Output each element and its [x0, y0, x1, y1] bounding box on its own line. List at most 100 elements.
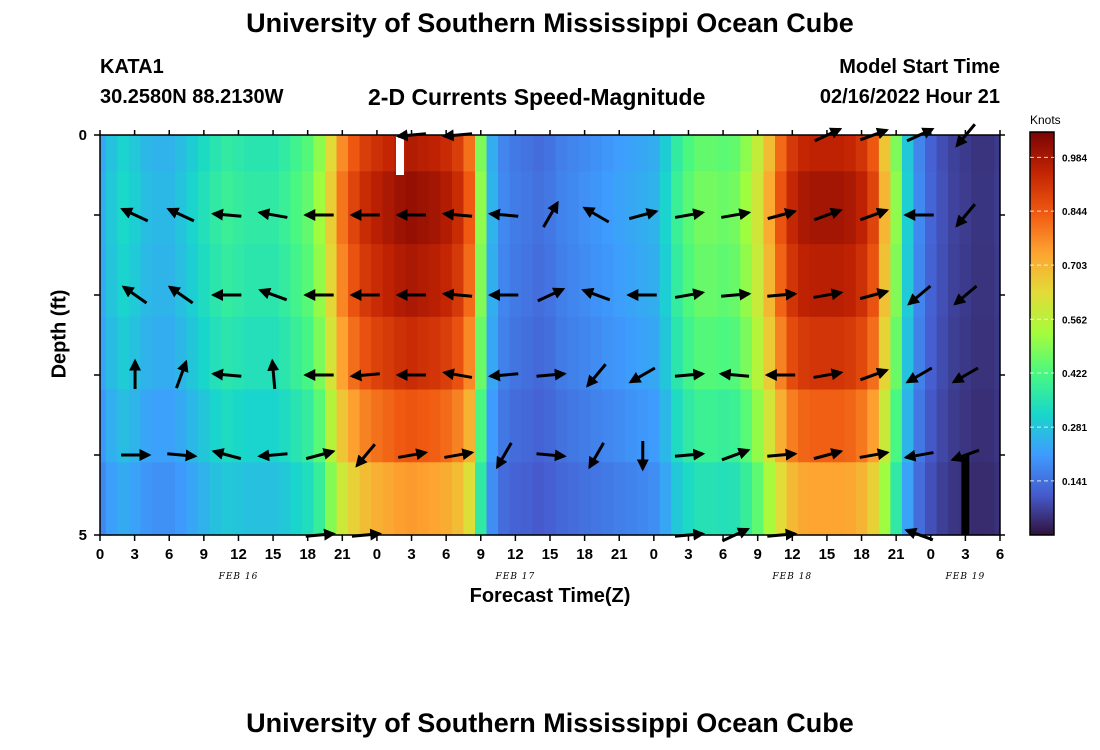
heatmap-cell	[625, 462, 638, 536]
heatmap-cell	[117, 135, 130, 172]
x-tick-label: 12	[230, 546, 247, 563]
heatmap-cell	[948, 389, 961, 463]
heatmap-cell	[244, 389, 257, 463]
heatmap-cell	[832, 389, 845, 463]
heatmap-cell	[844, 135, 857, 172]
heatmap-cell	[486, 389, 499, 463]
heatmap-cell	[751, 389, 765, 463]
current-arrow	[674, 448, 706, 461]
heatmap-cell	[555, 135, 568, 172]
heatmap-cell	[325, 316, 338, 391]
heatmap-cell	[821, 462, 834, 536]
x-tick-label: 6	[996, 546, 1004, 563]
heatmap-cell	[105, 316, 118, 391]
heatmap-cell	[336, 171, 349, 245]
heatmap-cell	[648, 135, 661, 172]
heatmap-cell	[694, 316, 707, 391]
heatmap-cell	[348, 244, 361, 318]
heatmap-cell	[567, 389, 580, 463]
heatmap-cell	[175, 171, 188, 245]
heatmap-cell	[625, 244, 638, 318]
heatmap-cell	[405, 462, 418, 536]
heatmap-cell	[371, 135, 384, 172]
heatmap-cell	[601, 244, 615, 318]
footer-title: University of Southern Mississippi Ocean…	[246, 708, 854, 738]
heatmap-cell	[140, 316, 153, 391]
current-arrow	[674, 208, 706, 221]
heatmap-cell	[694, 244, 707, 318]
heatmap-cell	[613, 389, 626, 463]
heatmap-cell	[255, 316, 268, 391]
heatmap-cell	[394, 462, 407, 536]
colorbar-tick-label: 0.281	[1062, 423, 1087, 434]
heatmap-cell	[578, 462, 591, 536]
missing-data-cell	[961, 455, 970, 535]
x-tick-label: 3	[407, 546, 415, 563]
heatmap-cell	[763, 316, 776, 391]
heatmap-cell	[775, 244, 788, 318]
current-arrow	[813, 207, 843, 222]
heatmap-cell	[775, 389, 788, 463]
current-arrow	[211, 448, 242, 461]
heatmap-cell	[325, 462, 338, 536]
heatmap-cell	[809, 316, 822, 391]
heatmap-cell	[786, 462, 799, 536]
heatmap-cell	[440, 389, 453, 463]
heatmap-cell	[209, 316, 222, 391]
heatmap-cell	[359, 244, 372, 318]
heatmap-cell	[221, 244, 234, 318]
heatmap-cell	[325, 389, 338, 463]
x-tick-label: 0	[650, 546, 658, 563]
current-arrow	[537, 287, 566, 303]
heatmap-cell	[290, 462, 303, 536]
heatmap-cell	[244, 171, 257, 245]
heatmap-cell	[648, 316, 661, 391]
current-arrow	[444, 448, 475, 461]
heatmap-cell	[486, 462, 499, 536]
heatmap-cell	[890, 316, 903, 391]
heatmap-cell	[532, 171, 545, 245]
heatmap-cell	[821, 244, 834, 318]
current-arrow	[628, 208, 659, 221]
heatmap-cell	[913, 389, 926, 463]
heatmap-cell	[440, 316, 453, 391]
heatmap-cell	[775, 171, 788, 245]
heatmap-cell	[601, 462, 615, 536]
current-arrow	[257, 449, 288, 462]
heatmap-cell	[463, 244, 476, 318]
heatmap-cell	[475, 135, 488, 172]
heatmap-cell	[278, 316, 291, 391]
heatmap-cell	[359, 462, 372, 536]
heatmap-cell	[925, 171, 938, 245]
heatmap-cell	[151, 316, 165, 391]
heatmap-cell	[948, 244, 961, 318]
heatmap-cell	[232, 462, 245, 536]
heatmap-cell	[198, 462, 211, 536]
heatmap-cell	[763, 462, 776, 536]
heatmap-cell	[451, 244, 465, 318]
heatmap-cell	[682, 244, 695, 318]
current-arrow	[258, 287, 288, 302]
heatmap-cell	[128, 244, 141, 318]
heatmap-cell	[901, 171, 915, 245]
heatmap-cell	[717, 389, 730, 463]
x-tick-label: 18	[299, 546, 316, 563]
x-tick-label: 9	[200, 546, 208, 563]
speed-heatmap	[100, 135, 1000, 536]
heatmap-cell	[671, 389, 684, 463]
heatmap-cell	[809, 462, 822, 536]
heatmap-cell	[590, 462, 603, 536]
heatmap-cell	[855, 316, 868, 391]
heatmap-cell	[313, 462, 326, 536]
current-arrow	[536, 449, 567, 462]
heatmap-cell	[417, 135, 430, 172]
heatmap-cell	[659, 135, 672, 172]
heatmap-cell	[786, 135, 799, 172]
heatmap-cell	[763, 244, 776, 318]
heatmap-cell	[659, 389, 672, 463]
heatmap-cell	[613, 135, 626, 172]
x-tick-label: 6	[442, 546, 450, 563]
heatmap-cell	[925, 389, 938, 463]
heatmap-cell	[890, 171, 903, 245]
x-tick-label: 9	[754, 546, 762, 563]
